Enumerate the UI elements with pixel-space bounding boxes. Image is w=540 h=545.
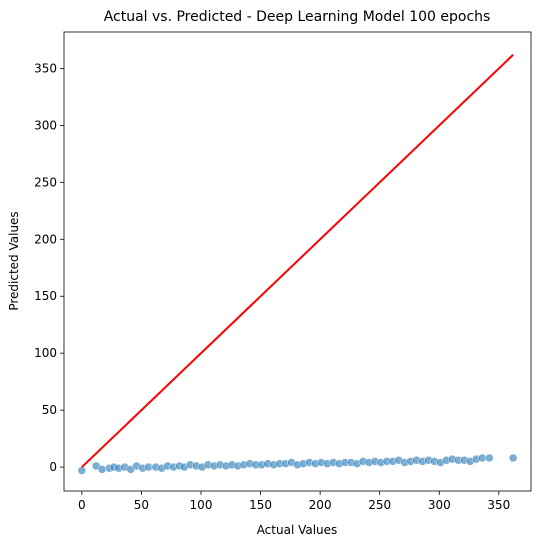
plot-frame xyxy=(63,31,532,492)
y-tick-label: 0 xyxy=(49,460,57,474)
y-axis: 0 50 100 150 200 250 300 350 xyxy=(34,61,64,474)
data-point xyxy=(144,462,153,472)
x-axis: 0 50 100 150 200 250 300 350 xyxy=(78,491,510,512)
x-tick-label: 200 xyxy=(309,498,332,512)
y-tick-label: 100 xyxy=(34,346,57,360)
y-axis-label: Predicted Values xyxy=(7,211,21,310)
reference-line xyxy=(81,54,514,468)
data-point xyxy=(485,453,494,463)
data-point xyxy=(508,453,518,463)
data-point xyxy=(97,465,107,474)
y-tick-label: 200 xyxy=(34,232,57,246)
x-tick-label: 50 xyxy=(134,498,149,512)
x-axis-label: Actual Values xyxy=(257,523,338,537)
data-point xyxy=(77,466,87,475)
y-tick-label: 150 xyxy=(34,289,57,303)
x-tick-label: 150 xyxy=(249,498,272,512)
reference-line-layer xyxy=(81,54,514,468)
x-tick-label: 250 xyxy=(368,498,391,512)
y-tick-label: 350 xyxy=(34,61,57,75)
y-tick-label: 50 xyxy=(42,403,57,417)
chart-title: Actual vs. Predicted - Deep Learning Mod… xyxy=(104,9,491,25)
x-tick-label: 300 xyxy=(428,498,451,512)
y-tick-label: 250 xyxy=(34,175,57,189)
y-tick-label: 300 xyxy=(34,118,57,132)
x-tick-label: 350 xyxy=(487,498,510,512)
x-tick-label: 0 xyxy=(78,498,86,512)
points-layer xyxy=(77,453,518,475)
x-tick-label: 100 xyxy=(190,498,213,512)
data-point xyxy=(477,453,487,463)
